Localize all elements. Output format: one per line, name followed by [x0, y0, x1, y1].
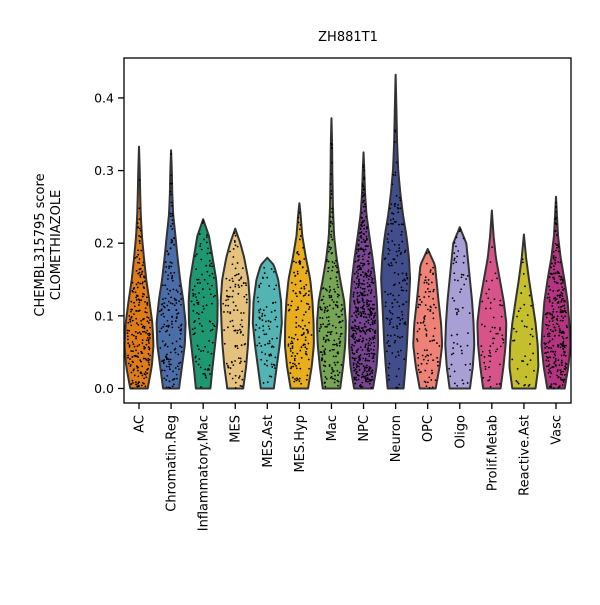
- x-tick-label-reactive-ast: Reactive.Ast: [517, 415, 532, 496]
- x-tick-label-mes-hyp: MES.Hyp: [293, 415, 308, 473]
- chart-title: ZH881T1: [318, 30, 378, 45]
- violin-opc: [412, 248, 444, 390]
- y-tick-label: 0.1: [94, 308, 114, 323]
- y-tick-label: 0.4: [94, 90, 114, 105]
- points-opc: [416, 251, 441, 389]
- points-prolif-metab: [480, 246, 505, 388]
- violin-mes-hyp: [283, 202, 315, 390]
- y-axis-label: CHEMBL315795 score CLOMETHIAZOLE: [33, 173, 64, 316]
- violin-reactive-ast: [508, 233, 540, 390]
- plot-frame: [123, 57, 572, 404]
- x-tick-label-npc: NPC: [357, 415, 372, 442]
- violins-layer: [123, 73, 572, 390]
- points-ac: [126, 179, 152, 390]
- y-tick-label: 0.0: [94, 381, 114, 396]
- y-tick-label: 0.2: [94, 236, 114, 251]
- x-tick-label-inflammatory-mac: Inflammatory.Mac: [197, 415, 212, 531]
- points-npc: [350, 164, 377, 389]
- points-vasc: [543, 201, 569, 390]
- points-mes: [222, 232, 248, 389]
- violin-mes: [219, 227, 251, 390]
- points-oligo: [448, 228, 472, 387]
- points-neuron: [383, 129, 409, 389]
- y-axis: 0.0 0.1 0.2 0.3 0.4: [94, 90, 124, 396]
- x-tick-label-mac: Mac: [325, 415, 340, 441]
- x-tick-label-chromatin-reg: Chromatin.Reg: [165, 415, 180, 512]
- points-mac: [318, 142, 344, 388]
- x-axis: AC Chromatin.Reg Inflammatory.Mac MES MES.As…: [133, 403, 565, 531]
- points-reactive-ast: [511, 258, 535, 387]
- y-axis-label-line1: CHEMBL315795 score: [33, 173, 48, 316]
- points-mes-ast: [254, 266, 279, 384]
- x-tick-label-ac: AC: [133, 415, 148, 433]
- violin-prolif-metab: [476, 209, 508, 390]
- points-chromatin-reg: [158, 153, 183, 389]
- x-tick-label-opc: OPC: [421, 415, 436, 442]
- violin-vasc: [540, 195, 572, 390]
- x-tick-label-mes-ast: MES.Ast: [261, 415, 276, 468]
- x-tick-label-prolif-metab: Prolif.Metab: [485, 415, 500, 491]
- x-tick-label-oligo: Oligo: [453, 415, 468, 449]
- points-inflammatory-mac: [190, 220, 216, 388]
- violin-ac: [123, 145, 155, 390]
- violin-mes-ast: [251, 256, 283, 390]
- y-axis-label-line2: CLOMETHIAZOLE: [49, 190, 64, 301]
- x-tick-label-neuron: Neuron: [389, 415, 404, 462]
- y-tick-label: 0.3: [94, 163, 114, 178]
- points-mes-hyp: [287, 211, 313, 385]
- x-tick-label-vasc: Vasc: [550, 415, 565, 445]
- points-layer: [126, 129, 569, 390]
- violin-neuron: [380, 73, 412, 390]
- violin-inflammatory-mac: [187, 218, 219, 390]
- x-tick-label-mes: MES: [229, 415, 244, 443]
